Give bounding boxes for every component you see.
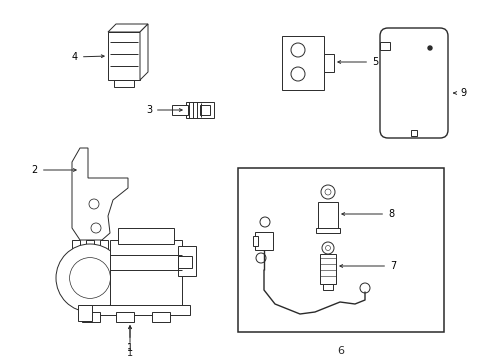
Bar — [319, 254, 335, 284]
Bar — [72, 240, 80, 268]
Polygon shape — [140, 24, 148, 80]
Circle shape — [290, 67, 305, 81]
Text: 1: 1 — [127, 326, 133, 353]
Circle shape — [427, 46, 431, 50]
Text: 6: 6 — [337, 346, 344, 356]
Bar — [80, 305, 190, 315]
Text: 9: 9 — [453, 88, 465, 98]
Text: 5: 5 — [337, 57, 378, 67]
Bar — [185, 102, 214, 118]
Bar — [238, 168, 443, 332]
Bar — [317, 202, 337, 230]
FancyBboxPatch shape — [379, 28, 447, 138]
Bar — [110, 240, 182, 308]
Text: 3: 3 — [145, 105, 182, 115]
Text: 2: 2 — [32, 165, 76, 175]
Bar — [114, 80, 134, 87]
Bar — [116, 312, 134, 322]
Bar — [86, 240, 94, 262]
Bar — [178, 246, 196, 276]
Circle shape — [325, 246, 330, 251]
Circle shape — [260, 217, 269, 227]
Text: 8: 8 — [341, 209, 393, 219]
Circle shape — [320, 185, 334, 199]
Circle shape — [56, 244, 124, 312]
Circle shape — [321, 242, 333, 254]
Bar — [118, 228, 174, 244]
Text: 7: 7 — [339, 261, 395, 271]
Bar — [178, 256, 192, 268]
Circle shape — [325, 189, 330, 195]
Text: 1: 1 — [127, 326, 133, 358]
Circle shape — [290, 43, 305, 57]
Text: 4: 4 — [72, 52, 104, 62]
Bar — [78, 305, 92, 321]
Bar — [82, 312, 100, 322]
Bar — [324, 54, 333, 72]
Bar — [252, 236, 258, 246]
Circle shape — [91, 223, 101, 233]
Circle shape — [256, 253, 265, 263]
Bar — [410, 130, 416, 136]
Bar — [282, 36, 324, 90]
Circle shape — [89, 199, 99, 209]
Bar — [100, 240, 108, 268]
Polygon shape — [72, 148, 128, 240]
Bar — [108, 32, 140, 80]
Bar — [323, 284, 332, 290]
Bar — [379, 42, 389, 50]
Bar — [172, 105, 187, 115]
Bar — [152, 312, 170, 322]
Circle shape — [359, 283, 369, 293]
Bar — [254, 232, 272, 250]
Bar — [315, 228, 339, 233]
Bar — [200, 105, 209, 115]
Polygon shape — [108, 24, 148, 32]
Circle shape — [69, 258, 110, 298]
